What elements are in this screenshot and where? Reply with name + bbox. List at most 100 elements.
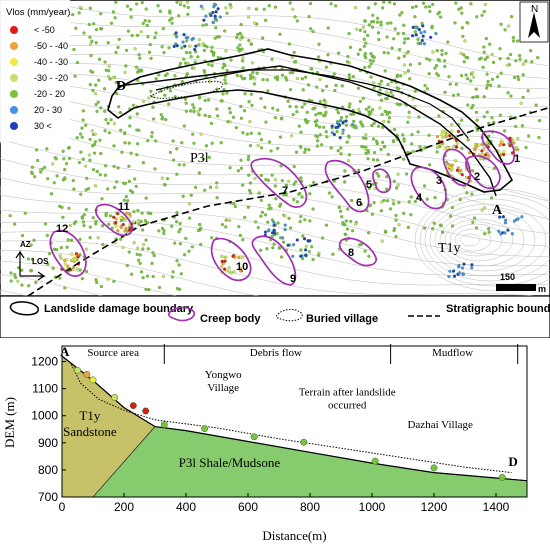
ps-point (70, 252, 74, 256)
ps-point (451, 93, 456, 98)
ps-point (34, 280, 38, 284)
ps-point (457, 7, 461, 11)
ps-point (249, 92, 253, 96)
ps-point (144, 7, 148, 11)
ps-point (448, 134, 452, 138)
ps-point (396, 183, 400, 187)
ps-point (427, 72, 431, 76)
ps-point (362, 37, 366, 41)
ps-point (241, 131, 245, 135)
ps-point (144, 196, 148, 200)
ps-point (363, 249, 367, 253)
ps-point (474, 110, 478, 115)
ps-point (348, 102, 352, 106)
ps-point (269, 149, 273, 153)
ps-point (512, 141, 516, 145)
creep-body-10 (210, 237, 252, 282)
ps-point (157, 73, 161, 77)
ps-point (135, 153, 139, 157)
ps-point (79, 150, 83, 154)
ps-point (381, 140, 385, 144)
ps-point (443, 59, 447, 63)
ps-point (240, 35, 244, 40)
ps-point (250, 103, 254, 107)
ps-point (104, 117, 108, 122)
ps-point (487, 227, 491, 231)
ps-point (141, 276, 145, 280)
ps-point (129, 151, 133, 155)
ps-point (33, 175, 37, 179)
ps-point (207, 114, 211, 119)
ps-point (113, 16, 117, 20)
vlos-swatch (10, 122, 18, 130)
ps-point (88, 225, 92, 229)
ps-point (454, 82, 458, 86)
ps-point (165, 177, 170, 181)
ps-point (431, 2, 435, 7)
ps-point (462, 262, 466, 266)
ps-point (485, 72, 489, 76)
ps-point (240, 47, 244, 51)
ps-point (346, 159, 351, 163)
ps-point (295, 200, 299, 204)
ps-point (103, 129, 107, 133)
profile-point (250, 433, 258, 441)
ps-point (170, 275, 174, 279)
ps-point (359, 202, 363, 206)
ps-point (470, 266, 474, 270)
ps-point (372, 121, 376, 125)
ps-point (122, 198, 126, 202)
ps-point (78, 5, 82, 10)
point-d-label: D (116, 79, 126, 94)
ps-point (172, 158, 176, 162)
ps-point (435, 48, 439, 53)
ps-point (376, 20, 380, 24)
ps-point (259, 173, 263, 177)
ps-point (407, 115, 411, 119)
ps-point (270, 231, 275, 235)
ps-point (455, 168, 459, 172)
ps-point (248, 119, 252, 124)
ps-point (315, 118, 319, 123)
ps-point (327, 191, 331, 195)
unit-p3l-label: P3l (190, 151, 209, 166)
ps-point (52, 247, 56, 251)
ps-point (231, 115, 236, 119)
ps-point (490, 52, 494, 57)
ps-point (137, 53, 141, 57)
ps-point (480, 13, 484, 17)
ps-point (197, 113, 201, 117)
ps-point (347, 153, 352, 157)
ps-point (79, 192, 83, 196)
ps-point (367, 186, 371, 190)
ps-point (306, 239, 311, 243)
ps-point (339, 146, 343, 150)
ps-point (406, 36, 410, 41)
ps-point (317, 42, 321, 46)
creep-body-11 (95, 203, 133, 237)
profile-point (74, 366, 81, 374)
ps-point (208, 185, 213, 189)
ps-point (511, 39, 516, 43)
ps-point (276, 108, 280, 112)
ps-point (398, 47, 402, 52)
north-arrow-icon: N (519, 1, 549, 43)
ps-point (150, 261, 154, 265)
ps-point (247, 173, 251, 177)
ps-point (203, 70, 207, 74)
ps-point (127, 141, 131, 145)
ps-point (291, 70, 295, 75)
ps-point (482, 95, 486, 99)
ps-point (135, 128, 139, 132)
ps-point (340, 215, 344, 219)
ps-point (106, 277, 110, 281)
ps-point (66, 264, 70, 268)
ps-point (68, 223, 73, 228)
ps-point (140, 69, 144, 73)
ps-point (273, 178, 278, 182)
ps-point (192, 66, 196, 70)
ps-point (124, 226, 128, 230)
ps-point (199, 242, 203, 247)
ps-point (490, 116, 494, 120)
ps-point (423, 226, 427, 230)
